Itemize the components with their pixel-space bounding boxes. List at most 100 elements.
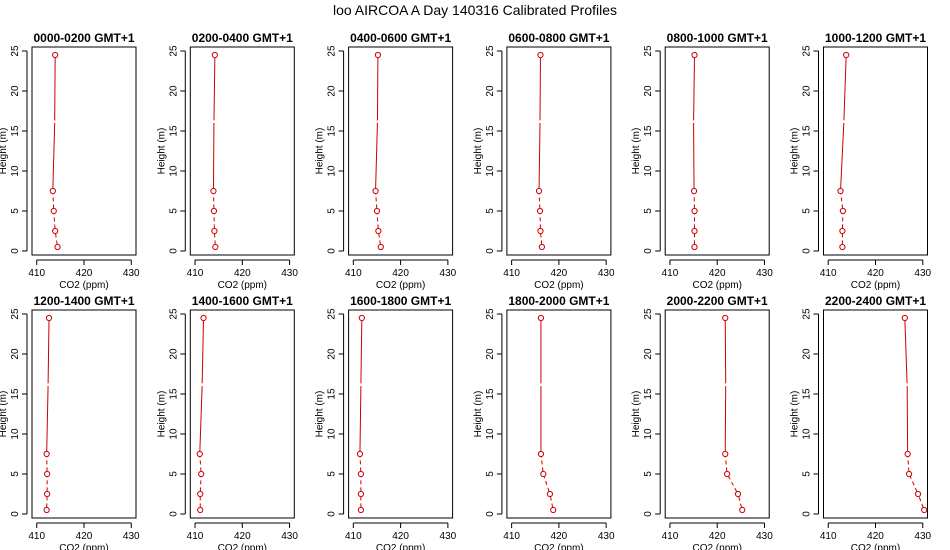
data-point — [358, 314, 365, 322]
panel-title: 1600-1800 GMT+1 — [350, 294, 451, 308]
y-tick-label: 25 — [10, 45, 21, 57]
x-tick-label: 420 — [709, 268, 726, 279]
x-tick-label: 430 — [914, 268, 931, 279]
y-tick-label: 20 — [168, 85, 179, 97]
series-segment — [359, 456, 362, 472]
y-tick-label: 5 — [10, 471, 21, 477]
data-point — [197, 506, 204, 514]
data-point — [537, 314, 545, 322]
y-tick-label: 20 — [485, 348, 496, 360]
x-tick-label: 420 — [234, 531, 251, 542]
x-tick-label: 420 — [392, 268, 409, 279]
y-tick-label: 25 — [168, 45, 179, 57]
y-tick-label: 10 — [485, 165, 496, 177]
series-segment — [693, 57, 695, 121]
data-point — [200, 314, 207, 322]
plot-frame — [506, 46, 612, 256]
y-tick-label: 25 — [643, 45, 654, 57]
data-point — [535, 187, 543, 195]
y-tick-label: 10 — [168, 428, 179, 440]
y-tick-label: 0 — [168, 511, 179, 517]
y-tick-label: 20 — [327, 348, 338, 360]
series-segment — [46, 385, 49, 452]
x-tick-label: 430 — [440, 268, 457, 279]
y-tick-label: 25 — [485, 45, 496, 57]
y-tick-label: 20 — [802, 348, 813, 360]
series-segment — [55, 233, 58, 245]
series-segment — [727, 476, 738, 492]
series-segment — [918, 496, 924, 508]
plot-frame — [823, 46, 928, 256]
y-tick-label: 0 — [10, 248, 21, 254]
panel-title: 2000-2200 GMT+1 — [667, 294, 768, 308]
y-tick-label: 5 — [643, 208, 654, 214]
plot-frame — [664, 46, 770, 256]
y-tick-label: 15 — [168, 125, 179, 137]
x-tick-label: 410 — [820, 268, 837, 279]
y-axis-label: Height (m) — [156, 128, 167, 175]
y-tick-label: 25 — [327, 45, 338, 57]
series-segment — [201, 320, 204, 384]
x-tick-label: 430 — [598, 268, 615, 279]
data-point — [905, 470, 913, 478]
data-point — [837, 187, 844, 195]
data-point — [44, 470, 51, 478]
data-point — [373, 207, 381, 215]
profile-panel: 0800-1000 GMT+1 410 420 430 CO2 (ppm) 0 5 10 15 2… — [631, 31, 773, 291]
y-tick-label: 5 — [327, 208, 338, 214]
data-point — [537, 51, 544, 59]
panel-title: 0000-0200 GMT+1 — [33, 31, 134, 45]
y-tick-label: 10 — [643, 428, 654, 440]
data-point — [372, 187, 379, 195]
page-title: loo AIRCOA A Day 140316 Calibrated Profi… — [332, 2, 618, 18]
y-tick-label: 10 — [327, 428, 338, 440]
x-tick-label: 420 — [76, 268, 93, 279]
data-point — [734, 490, 742, 498]
data-point — [54, 243, 61, 251]
series-segment — [375, 122, 378, 189]
y-tick-label: 15 — [168, 388, 179, 400]
y-tick-label: 5 — [10, 208, 21, 214]
series-segment — [378, 233, 381, 245]
data-point — [211, 227, 218, 235]
plot-frame — [348, 309, 454, 519]
profile-panel: 0600-0800 GMT+1 410 420 430 CO2 (ppm) 0 5 10 15 2… — [473, 31, 615, 291]
y-tick-label: 0 — [485, 511, 496, 517]
x-tick-label: 430 — [281, 531, 298, 542]
data-point — [538, 243, 545, 251]
x-axis-label: CO2 (ppm) — [218, 543, 267, 550]
data-point — [210, 207, 218, 215]
x-tick-label: 410 — [187, 268, 204, 279]
y-tick-label: 5 — [485, 208, 496, 214]
series-segment — [47, 320, 50, 384]
y-tick-label: 0 — [802, 248, 813, 254]
data-point — [52, 227, 59, 235]
x-axis-label: CO2 (ppm) — [376, 543, 425, 550]
y-tick-label: 20 — [10, 348, 21, 360]
y-tick-label: 15 — [485, 125, 496, 137]
y-tick-label: 5 — [802, 471, 813, 477]
profile-panel: 1400-1600 GMT+1 410 420 430 CO2 (ppm) 0 5 10 15 2… — [156, 294, 298, 550]
y-tick-label: 25 — [10, 308, 21, 320]
profile-panel: 0000-0200 GMT+1 410 420 430 CO2 (ppm) 0 5 10 15 2… — [0, 31, 140, 291]
data-point — [43, 506, 50, 514]
plot-frame — [189, 46, 295, 256]
plot-frame — [506, 309, 612, 519]
data-point — [550, 506, 557, 514]
y-tick-label: 15 — [10, 388, 21, 400]
data-point — [49, 187, 56, 195]
profile-panel: 1200-1400 GMT+1 410 420 430 CO2 (ppm) 0 5 10 15 2… — [0, 294, 140, 550]
x-axis-label: CO2 (ppm) — [534, 543, 583, 550]
y-tick-label: 25 — [168, 308, 179, 320]
data-point — [839, 243, 846, 251]
data-point — [839, 207, 846, 215]
y-tick-label: 5 — [327, 471, 338, 477]
panel-title: 0600-0800 GMT+1 — [508, 31, 609, 45]
x-axis-label: CO2 (ppm) — [59, 543, 108, 550]
y-tick-label: 10 — [168, 165, 179, 177]
y-tick-label: 0 — [643, 511, 654, 517]
x-tick-label: 430 — [281, 268, 298, 279]
y-tick-label: 15 — [10, 125, 21, 137]
data-point — [739, 506, 746, 514]
